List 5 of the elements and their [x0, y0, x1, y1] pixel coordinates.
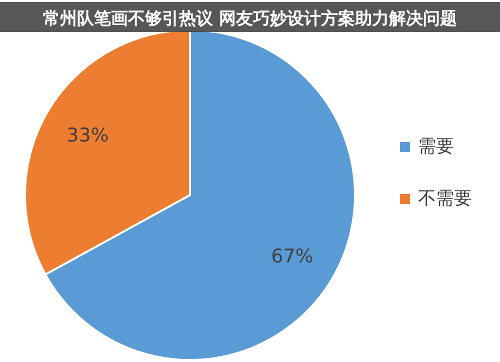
data-label: 67% [271, 245, 314, 268]
chart-title: 常州队笔画不够引热议 网友巧妙设计方案助力解决问题 [43, 8, 457, 29]
legend-label: 不需要 [418, 188, 472, 209]
legend-label: 需要 [418, 136, 454, 157]
data-label: 33% [66, 124, 109, 147]
